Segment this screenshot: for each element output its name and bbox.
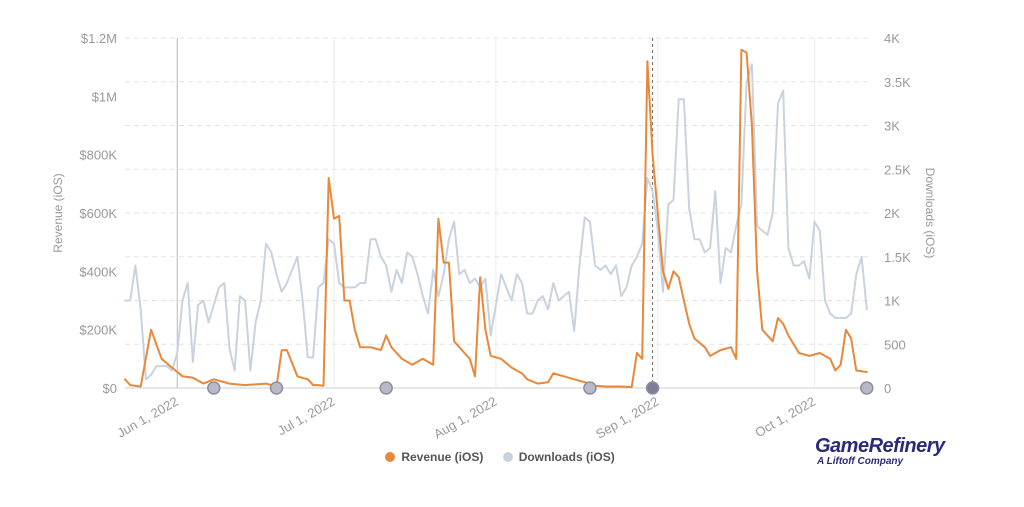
legend-dot-downloads	[502, 452, 513, 462]
legend-label-downloads: Downloads (iOS)	[518, 450, 615, 464]
event-marker-dot[interactable]	[207, 381, 221, 395]
chart-legend: Revenue (iOS) Downloads (iOS)	[0, 450, 1000, 465]
y-left-tick-label: $800K	[79, 148, 117, 163]
downloads-line	[124, 63, 868, 381]
brand-tagline: A Liftoff Company	[817, 456, 904, 467]
y-left-tick-label: $200K	[79, 323, 117, 338]
y-right-tick-label: 500	[884, 337, 906, 352]
legend-item-downloads[interactable]: Downloads (iOS)	[502, 450, 615, 464]
event-marker-dot[interactable]	[269, 381, 284, 395]
brand-name: GameRefinery	[815, 435, 945, 457]
y-right-tick-label: 2K	[884, 206, 900, 221]
y-right-axis-title: Downloads (iOS)	[923, 168, 937, 259]
y-right-tick-label: 2.5K	[884, 162, 911, 177]
revenue-series	[124, 48, 868, 389]
y-right-tick-label: 1.5K	[884, 250, 911, 265]
x-tick-label: Oct 1, 2022	[752, 394, 818, 441]
y-left-tick-label: $600K	[79, 206, 117, 221]
event-marker-dot[interactable]	[860, 381, 874, 395]
x-tick-label: Aug 1, 2022	[431, 394, 499, 442]
y-left-tick-label: $1.2M	[81, 31, 117, 46]
revenue-line	[124, 48, 868, 389]
downloads-series	[124, 63, 868, 381]
x-tick-label: Sep 1, 2022	[593, 394, 661, 442]
x-tick-label: Jul 1, 2022	[275, 394, 338, 439]
legend-dot-revenue	[385, 452, 396, 462]
axes: $0 $200K $400K $600K $800K $1M $1.2M 0 500 1K 1.5K…	[79, 31, 911, 442]
legend-item-revenue[interactable]: Revenue (iOS)	[385, 450, 483, 464]
y-right-tick-label: 1K	[884, 294, 900, 309]
event-marker-dot[interactable]	[645, 381, 660, 395]
brand-logo: GameRefinery A Liftoff Company	[815, 436, 945, 468]
y-right-tick-label: 3K	[884, 119, 900, 134]
y-right-tick-label: 4K	[884, 31, 900, 46]
y-left-tick-label: $400K	[79, 264, 117, 279]
y-left-tick-label: $0	[103, 381, 117, 396]
y-right-tick-label: 0	[884, 381, 891, 396]
y-right-tick-label: 3.5K	[884, 75, 911, 90]
event-marker-dot[interactable]	[379, 381, 393, 395]
event-marker-dot[interactable]	[583, 381, 597, 395]
y-left-axis-title: Revenue (iOS)	[51, 173, 65, 252]
legend-label-revenue: Revenue (iOS)	[401, 450, 484, 464]
y-left-tick-label: $1M	[92, 89, 117, 104]
x-tick-label: Jun 1, 2022	[114, 394, 180, 441]
event-markers[interactable]	[207, 381, 874, 395]
